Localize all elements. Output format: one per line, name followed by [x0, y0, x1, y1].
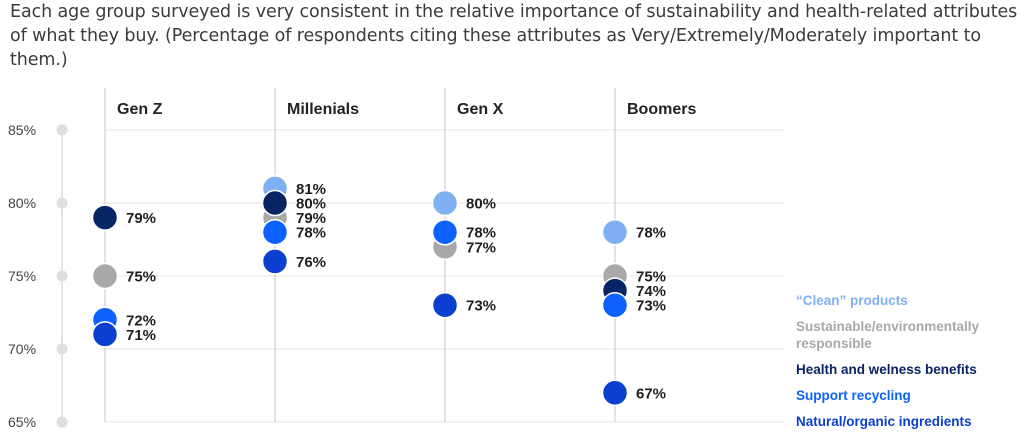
data-label: 80%: [296, 196, 326, 213]
data-point: [261, 218, 289, 246]
data-label: 76%: [296, 254, 326, 271]
y-tick-label: 75%: [8, 268, 36, 284]
data-point: [431, 291, 459, 319]
data-point: [91, 321, 119, 348]
data-label: 81%: [296, 181, 326, 198]
data-point: [91, 262, 119, 290]
y-tick-label: 80%: [8, 195, 36, 211]
data-label: 74%: [636, 283, 666, 300]
group-title: Boomers: [627, 101, 696, 118]
data-point: [91, 204, 119, 231]
data-point: [261, 189, 289, 217]
group-title: Gen Z: [117, 101, 163, 118]
data-label: 80%: [466, 196, 496, 213]
data-label: 71%: [126, 327, 156, 344]
y-tick-dot: [56, 124, 68, 136]
legend-item-clean-products: “Clean” products: [796, 293, 908, 308]
chart-subtitle: Each age group surveyed is very consiste…: [10, 2, 1018, 70]
legend-item-natural-organic: Natural/organic ingredients: [796, 414, 972, 429]
legend-item-sustainable: Sustainable/environmentally responsible: [796, 319, 980, 351]
y-tick-label: 85%: [8, 122, 36, 138]
data-label: 73%: [636, 298, 666, 315]
data-label: 72%: [126, 312, 156, 329]
y-tick-dot: [56, 197, 68, 209]
data-label: 67%: [636, 385, 666, 402]
y-tick-dot: [56, 343, 68, 355]
data-label: 79%: [296, 210, 326, 227]
data-point: [431, 189, 459, 217]
y-tick-dot: [56, 270, 68, 282]
group-title: Millenials: [287, 101, 359, 118]
data-point: [261, 248, 289, 275]
data-label: 75%: [126, 269, 156, 286]
data-label: 79%: [126, 210, 156, 227]
data-label: 77%: [466, 239, 496, 256]
legend-item-support-recycling: Support recycling: [796, 388, 911, 403]
legend: “Clean” products Sustainable/environment…: [796, 292, 1016, 439]
group-title: Gen X: [457, 101, 504, 118]
data-label: 78%: [636, 225, 666, 242]
data-label: 73%: [466, 298, 496, 315]
data-label: 78%: [296, 225, 326, 242]
data-label: 75%: [636, 269, 666, 286]
data-point: [601, 291, 629, 319]
data-label: 78%: [466, 225, 496, 242]
y-tick-label: 70%: [8, 341, 36, 357]
data-point: [601, 218, 629, 246]
data-point: [601, 379, 629, 407]
legend-item-health-wellness: Health and welness benefits: [796, 362, 977, 377]
data-point: [431, 218, 459, 246]
y-tick-dot: [56, 416, 68, 428]
y-tick-label: 65%: [8, 414, 36, 430]
